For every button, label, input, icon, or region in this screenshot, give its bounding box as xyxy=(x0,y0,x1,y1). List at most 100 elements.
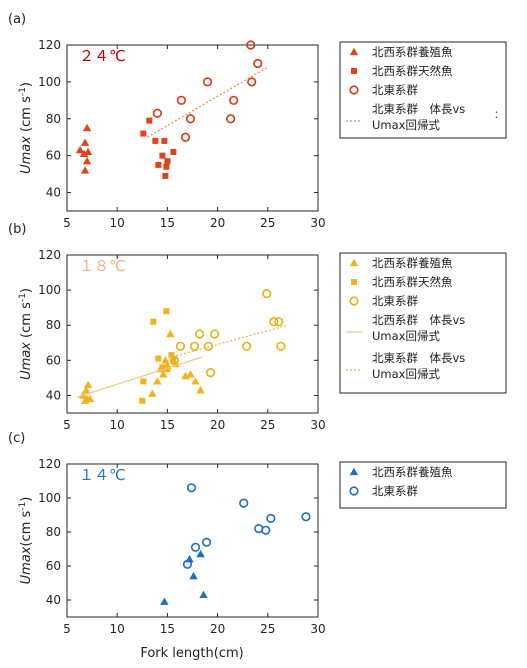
x-axis-label: Fork length(cm) xyxy=(140,646,243,661)
data-point xyxy=(152,108,162,118)
legend-label: 北西系群養殖魚 xyxy=(372,256,453,270)
data-point xyxy=(253,58,263,69)
data-point xyxy=(262,289,272,299)
data-point xyxy=(139,397,146,404)
data-point xyxy=(186,370,195,378)
data-point xyxy=(82,123,92,132)
panel-c: 5 10 15 20 25 30 40 60 80 100 120 (c) Umax(cm s-1) １４… xyxy=(8,431,507,636)
series-2 xyxy=(182,483,311,569)
data-point xyxy=(169,355,180,365)
data-point xyxy=(301,512,311,522)
legend-item: 北西系群 体長vs Umax回帰式 xyxy=(346,313,465,343)
data-point xyxy=(186,483,197,493)
data-point xyxy=(164,158,171,165)
data-point xyxy=(163,163,170,170)
series-5 xyxy=(172,324,289,358)
legend-marker xyxy=(349,296,359,306)
data-point xyxy=(189,341,200,351)
data-point xyxy=(159,152,166,159)
plot-area xyxy=(66,463,319,618)
x-tick-label: 25 xyxy=(260,418,275,432)
x-tick-label: 25 xyxy=(260,216,275,230)
x-tick-label: 10 xyxy=(110,216,125,230)
legend-box xyxy=(339,41,507,139)
data-point xyxy=(189,572,198,580)
legend-item: 北西系群養殖魚 xyxy=(349,465,453,479)
y-tick-label: 60 xyxy=(46,559,61,573)
x-tick-label: 20 xyxy=(210,216,225,230)
data-point xyxy=(146,117,153,124)
data-point xyxy=(226,114,236,124)
y-tick-label: 120 xyxy=(38,457,61,471)
legend-label: 北東系群 体長vs xyxy=(372,102,465,116)
legend-marker xyxy=(351,68,357,74)
data-point xyxy=(182,559,193,569)
panel-label: (a) xyxy=(8,12,26,27)
data-point xyxy=(83,147,93,156)
temperature-label: １４℃ xyxy=(79,466,126,484)
regression-line xyxy=(172,324,289,358)
data-point xyxy=(160,597,169,605)
y-tick-label: 80 xyxy=(46,112,61,126)
y-tick-label: 80 xyxy=(46,318,61,332)
series-1 xyxy=(78,329,205,404)
data-point xyxy=(82,394,92,403)
data-point xyxy=(201,537,212,547)
data-point xyxy=(155,161,162,168)
series-2 xyxy=(139,308,177,404)
plot-area xyxy=(66,44,319,212)
x-tick-label: 30 xyxy=(310,622,325,636)
legend-item: 北西系群天然魚 xyxy=(351,275,453,289)
panel-a: 5 10 15 20 25 30 40 60 80 100 120 (a) Umax (cm s-1) ２… xyxy=(8,12,507,230)
data-point xyxy=(170,357,177,364)
regression-line xyxy=(147,66,269,138)
legend-box xyxy=(339,252,507,394)
data-point xyxy=(163,308,170,315)
data-point xyxy=(82,157,92,165)
data-point xyxy=(150,318,157,325)
legend-marker xyxy=(349,47,359,56)
data-point xyxy=(79,149,89,157)
data-point xyxy=(196,385,205,394)
data-point xyxy=(199,590,208,599)
data-point xyxy=(239,498,249,508)
data-point xyxy=(166,329,175,338)
x-tick-label: 10 xyxy=(110,418,125,432)
data-point xyxy=(148,389,157,397)
y-tick-label: 60 xyxy=(46,149,61,163)
y-tick-label: 40 xyxy=(46,388,61,402)
data-point xyxy=(80,138,90,146)
legend-label-2: Umax回帰式 xyxy=(372,118,440,132)
legend-label: 北西系群天然魚 xyxy=(372,275,453,289)
x-tick-label: 15 xyxy=(160,216,175,230)
data-point xyxy=(168,352,175,359)
x-tick-label: 15 xyxy=(160,622,175,636)
x-tick-label: 5 xyxy=(63,622,71,636)
series-1 xyxy=(160,549,208,605)
y-axis-label: Umax (cm s-1) xyxy=(18,82,34,174)
legend-item: 北西系群養殖魚 xyxy=(349,256,453,270)
data-point xyxy=(191,377,200,385)
y-tick-label: 60 xyxy=(46,353,61,367)
x-tick-label: 30 xyxy=(310,418,325,432)
x-tick-label: 30 xyxy=(310,216,325,230)
legend-marker xyxy=(349,486,359,496)
legend-label-2: Umax回帰式 xyxy=(372,367,440,381)
legend-marker xyxy=(349,258,359,267)
data-point xyxy=(159,370,168,378)
data-point xyxy=(180,132,191,142)
legend-item: 北東系群 xyxy=(349,294,418,308)
legend-label: 北東系群 xyxy=(372,294,418,308)
x-tick-label: 5 xyxy=(63,216,71,230)
y-tick-label: 40 xyxy=(46,186,61,200)
legend-label: 北東系群 xyxy=(372,83,418,97)
legend-marker-char: ： xyxy=(494,110,504,121)
x-tick-label: 20 xyxy=(210,418,225,432)
plot-area xyxy=(66,254,319,414)
data-point xyxy=(242,341,252,351)
data-point xyxy=(83,380,93,389)
data-point xyxy=(185,114,196,124)
